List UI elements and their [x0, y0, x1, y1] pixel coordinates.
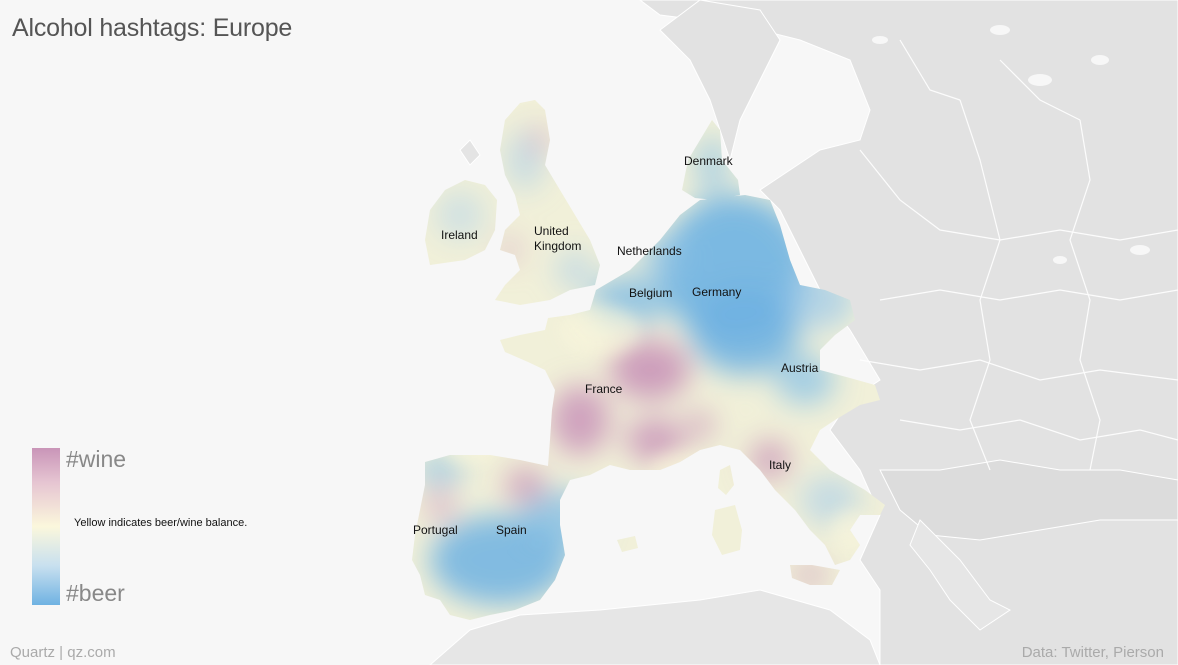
label-germany: Germany — [692, 285, 741, 299]
label-italy: Italy — [769, 458, 791, 472]
label-belgium: Belgium — [629, 286, 672, 300]
source-brand: Quartz | qz.com — [10, 644, 116, 661]
label-netherlands: Netherlands — [617, 244, 682, 258]
label-portugal: Portugal — [413, 523, 458, 537]
legend-note: Yellow indicates beer/wine balance. — [74, 517, 248, 529]
label-uk-line1: United — [534, 224, 569, 238]
label-austria: Austria — [781, 361, 819, 375]
background-landmass — [429, 0, 1178, 665]
label-uk-line2: Kingdom — [534, 239, 581, 253]
country-borders — [859, 39, 1178, 471]
legend-beer-label: #beer — [66, 580, 125, 606]
label-france: France — [585, 382, 623, 396]
country-labels: Ireland United Kingdom Denmark Netherlan… — [413, 154, 819, 537]
data-credit: Data: Twitter, Pierson — [1021, 644, 1164, 661]
label-denmark: Denmark — [684, 154, 734, 168]
legend-wine-label: #wine — [66, 446, 127, 472]
label-spain: Spain — [496, 523, 527, 537]
lakes — [872, 25, 1150, 264]
label-ireland: Ireland — [441, 228, 478, 242]
map-title: Alcohol hashtags: Europe — [12, 14, 293, 42]
legend-color-scale — [32, 448, 60, 605]
